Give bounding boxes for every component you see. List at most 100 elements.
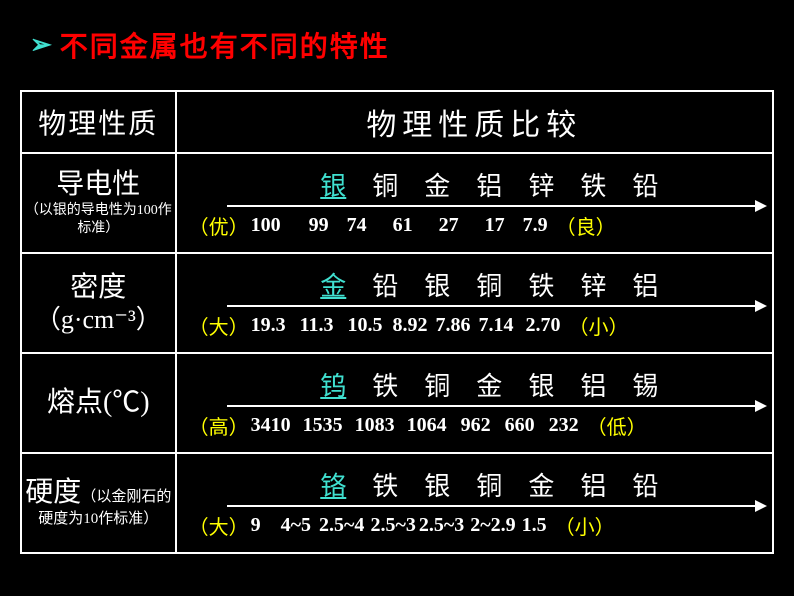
metal-label: 钨 <box>320 366 346 403</box>
metals-row: 钨铁铜金银铝锡 <box>187 366 762 403</box>
property-sub: （g·cm⁻³） <box>22 304 175 335</box>
value: 2.5~4 <box>319 514 364 537</box>
property-cell: 硬度（以金刚石的硬度为10作标准） <box>21 453 176 553</box>
metal-label: 锌 <box>580 266 606 303</box>
values-row: （优）100 99 74 61 27 17 7.9 （良） <box>187 211 762 240</box>
metal-label: 金 <box>424 166 450 203</box>
values-list: 100 99 74 61 27 17 7.9 <box>251 214 548 237</box>
comparison-cell: 铬铁银铜金铝铅 （大）9 4~5 2.5~4 2.5~32.5~3 2~2.9 1.5 （小） <box>176 453 773 553</box>
table-row: 熔点(℃) 钨铁铜金银铝锡 （高）3410 1535 1083 1064 962 660 232… <box>21 353 773 453</box>
comparison-cell: 金铅银铜铁锌铝 （大）19.3 11.3 10.5 8.92 7.86 7.14 2.70 （小… <box>176 253 773 353</box>
value: 74 <box>347 214 367 237</box>
value: 11.3 <box>300 314 334 337</box>
metal-label: 锡 <box>632 366 658 403</box>
value: 17 <box>485 214 505 237</box>
value: 8.92 <box>393 314 428 337</box>
value: 99 <box>309 214 329 237</box>
slide-header: ➢ 不同金属也有不同的特性 <box>0 0 794 80</box>
value: 1083 <box>355 414 395 437</box>
table-header-row: 物理性质 物理性质比较 <box>21 91 773 153</box>
value: 61 <box>393 214 413 237</box>
arrow-line-icon <box>227 405 757 407</box>
arrow-line-icon <box>227 205 757 207</box>
comparison-cell: 银铜金铝锌铁铅 （优）100 99 74 61 27 17 7.9 （良） <box>176 153 773 253</box>
value: 3410 <box>251 414 291 437</box>
property-cell: 密度（g·cm⁻³） <box>21 253 176 353</box>
metal-label: 铝 <box>632 266 658 303</box>
values-list: 19.3 11.3 10.5 8.92 7.86 7.14 2.70 <box>251 314 561 337</box>
value: 2~2.9 <box>470 514 515 537</box>
values-list: 9 4~5 2.5~4 2.5~32.5~3 2~2.9 1.5 <box>251 514 547 537</box>
metal-label: 银 <box>528 366 554 403</box>
property-cell: 导电性（以银的导电性为100作标准） <box>21 153 176 253</box>
metal-label: 铝 <box>580 466 606 503</box>
slide-title: 不同金属也有不同的特性 <box>60 25 390 65</box>
value: 2.5~3 <box>419 514 464 537</box>
right-qualifier: （小） <box>555 511 615 540</box>
left-qualifier: （高） <box>189 411 249 440</box>
table-row: 密度（g·cm⁻³） 金铅银铜铁锌铝 （大）19.3 11.3 10.5 8.92 7.86… <box>21 253 773 353</box>
right-qualifier: （良） <box>556 211 616 240</box>
metal-label: 铝 <box>476 166 502 203</box>
metal-label: 铁 <box>528 266 554 303</box>
value: 2.5~3 <box>370 514 415 537</box>
metals-row: 铬铁银铜金铝铅 <box>187 466 762 503</box>
value: 19.3 <box>251 314 286 337</box>
left-qualifier: （大） <box>189 511 249 540</box>
metal-label: 银 <box>424 266 450 303</box>
table-row: 导电性（以银的导电性为100作标准）银铜金铝锌铁铅（优）100997461271… <box>21 153 773 253</box>
left-qualifier: （优） <box>189 211 249 240</box>
value: 100 <box>251 214 281 237</box>
value: 9 <box>251 514 261 537</box>
metal-label: 铁 <box>372 366 398 403</box>
value: 660 <box>505 414 535 437</box>
property-sub: （以银的导电性为100作标准） <box>22 202 175 238</box>
metal-label: 金 <box>528 466 554 503</box>
metal-label: 金 <box>320 266 346 303</box>
right-qualifier: （低） <box>587 411 647 440</box>
value: 2.70 <box>526 314 561 337</box>
metal-label: 铅 <box>632 166 658 203</box>
left-qualifier: （大） <box>189 311 249 340</box>
table-row: 硬度（以金刚石的硬度为10作标准） 铬铁银铜金铝铅 （大）9 4~5 2.5~4 2.5~… <box>21 453 773 553</box>
metal-label: 银 <box>320 166 346 203</box>
value: 962 <box>461 414 491 437</box>
value: 232 <box>549 414 579 437</box>
metal-label: 铜 <box>424 366 450 403</box>
metals-row: 金铅银铜铁锌铝 <box>187 266 762 303</box>
value: 4~5 <box>281 514 311 537</box>
metals-row: 银铜金铝锌铁铅 <box>187 166 762 203</box>
metal-label: 铁 <box>580 166 606 203</box>
metal-label: 锌 <box>528 166 554 203</box>
property-cell: 熔点(℃) <box>21 353 176 453</box>
arrow-line-icon <box>227 505 757 507</box>
values-row: （高）3410 1535 1083 1064 962 660 232 （低） <box>187 411 762 440</box>
value: 7.86 <box>436 314 471 337</box>
value: 10.5 <box>348 314 383 337</box>
metal-label: 铅 <box>372 266 398 303</box>
value: 7.9 <box>523 214 548 237</box>
property-name: 密度 <box>22 271 175 305</box>
value: 27 <box>439 214 459 237</box>
comparison-cell: 钨铁铜金银铝锡 （高）3410 1535 1083 1064 962 660 232 （低） <box>176 353 773 453</box>
metal-label: 铁 <box>372 466 398 503</box>
value: 1.5 <box>522 514 547 537</box>
values-row: （大）9 4~5 2.5~4 2.5~32.5~3 2~2.9 1.5 （小） <box>187 511 762 540</box>
values-row: （大）19.3 11.3 10.5 8.92 7.86 7.14 2.70 （小） <box>187 311 762 340</box>
metal-label: 铅 <box>632 466 658 503</box>
arrow-line-icon <box>227 305 757 307</box>
right-qualifier: （小） <box>569 311 629 340</box>
bullet-arrow-icon: ➢ <box>30 30 52 60</box>
comparison-table: 物理性质 物理性质比较 导电性（以银的导电性为100作标准）银铜金铝锌铁铅（优）… <box>20 90 774 554</box>
property-name: 导电性 <box>22 168 175 202</box>
value: 7.14 <box>479 314 514 337</box>
metal-label: 铜 <box>372 166 398 203</box>
property-name: 硬度 <box>25 477 81 508</box>
metal-label: 铜 <box>476 466 502 503</box>
metal-label: 铝 <box>580 366 606 403</box>
header-left: 物理性质 <box>21 91 176 153</box>
property-name: 熔点(℃) <box>22 386 175 420</box>
value: 1535 <box>303 414 343 437</box>
value: 1064 <box>407 414 447 437</box>
values-list: 3410 1535 1083 1064 962 660 232 <box>251 414 579 437</box>
